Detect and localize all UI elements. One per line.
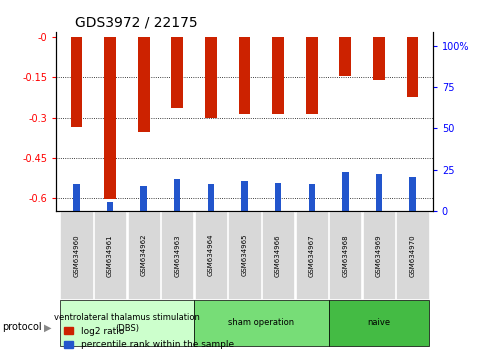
Text: GSM634965: GSM634965 <box>241 234 247 276</box>
Bar <box>406 37 418 97</box>
Text: GSM634964: GSM634964 <box>207 234 213 276</box>
FancyBboxPatch shape <box>194 211 226 299</box>
Text: GSM634962: GSM634962 <box>141 234 146 276</box>
Bar <box>70 37 82 127</box>
Text: GSM634968: GSM634968 <box>342 234 347 276</box>
Bar <box>308 184 314 211</box>
Bar <box>342 172 348 211</box>
FancyBboxPatch shape <box>127 211 160 299</box>
Bar <box>174 179 180 211</box>
Text: GDS3972 / 22175: GDS3972 / 22175 <box>75 15 197 29</box>
Text: GSM634961: GSM634961 <box>107 234 113 276</box>
FancyBboxPatch shape <box>328 211 361 299</box>
Bar <box>138 37 149 132</box>
FancyBboxPatch shape <box>328 300 428 346</box>
Legend: log2 ratio, percentile rank within the sample: log2 ratio, percentile rank within the s… <box>61 323 237 353</box>
Bar <box>305 37 317 114</box>
Bar <box>140 186 146 211</box>
Text: GSM634970: GSM634970 <box>409 234 415 276</box>
FancyBboxPatch shape <box>295 211 327 299</box>
Bar <box>408 177 415 211</box>
Bar <box>106 202 113 211</box>
Bar <box>339 37 350 76</box>
Text: GSM634963: GSM634963 <box>174 234 180 276</box>
Text: naive: naive <box>366 319 390 327</box>
Text: sham operation: sham operation <box>228 319 294 327</box>
FancyBboxPatch shape <box>60 300 194 346</box>
FancyBboxPatch shape <box>362 211 394 299</box>
Bar <box>372 37 384 80</box>
FancyBboxPatch shape <box>228 211 260 299</box>
FancyBboxPatch shape <box>161 211 193 299</box>
FancyBboxPatch shape <box>396 211 428 299</box>
Text: GSM634966: GSM634966 <box>275 234 281 276</box>
Bar <box>375 174 382 211</box>
FancyBboxPatch shape <box>262 211 294 299</box>
Text: ▶: ▶ <box>44 322 51 332</box>
Bar <box>241 181 247 211</box>
Text: GSM634967: GSM634967 <box>308 234 314 276</box>
Bar <box>207 184 214 211</box>
Bar <box>238 37 250 114</box>
Text: GSM634960: GSM634960 <box>73 234 79 276</box>
Text: ventrolateral thalamus stimulation
(DBS): ventrolateral thalamus stimulation (DBS) <box>54 313 200 333</box>
Bar <box>104 37 116 199</box>
Bar <box>272 37 284 114</box>
Text: GSM634969: GSM634969 <box>375 234 381 276</box>
FancyBboxPatch shape <box>94 211 126 299</box>
FancyBboxPatch shape <box>194 300 328 346</box>
Bar <box>171 37 183 108</box>
FancyBboxPatch shape <box>60 211 92 299</box>
Bar <box>274 183 281 211</box>
Text: protocol: protocol <box>2 322 42 332</box>
Bar <box>204 37 216 118</box>
Bar <box>73 184 80 211</box>
